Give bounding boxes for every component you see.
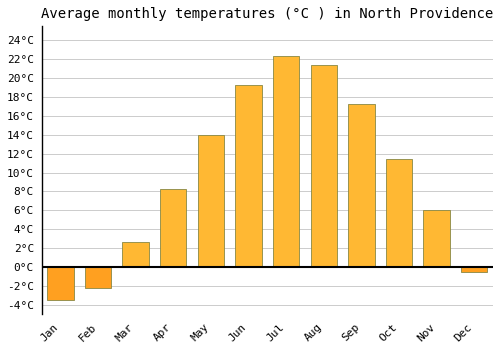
Bar [47, 267, 74, 300]
Bar [348, 104, 374, 267]
Bar [310, 65, 337, 267]
Bar [386, 159, 412, 267]
Bar [198, 135, 224, 267]
Bar [122, 242, 149, 267]
Bar [461, 267, 487, 272]
Title: Average monthly temperatures (°C ) in North Providence: Average monthly temperatures (°C ) in No… [41, 7, 494, 21]
Bar [160, 189, 186, 267]
Bar [424, 210, 450, 267]
Bar [85, 267, 111, 288]
Bar [236, 85, 262, 267]
Bar [273, 56, 299, 267]
